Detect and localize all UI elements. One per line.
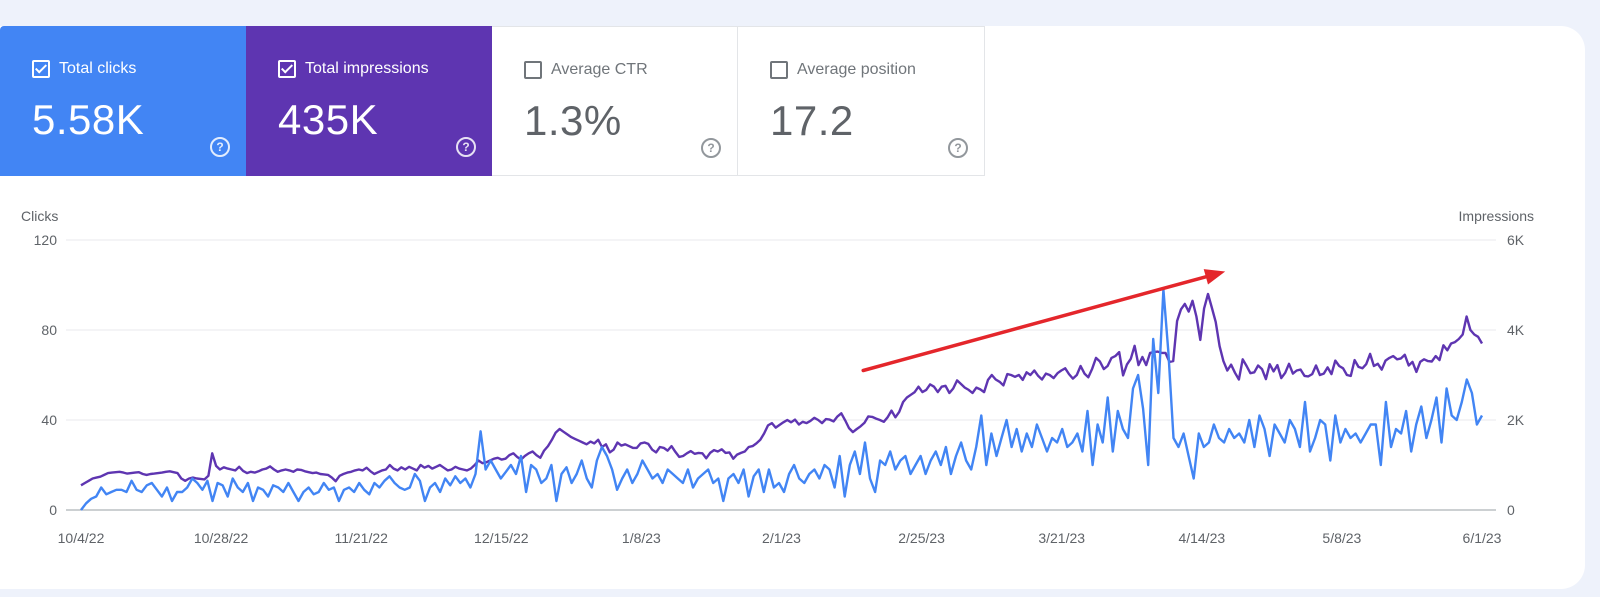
x-tick-label: 11/21/22: [334, 530, 388, 546]
x-tick-label: 2/1/23: [762, 530, 801, 546]
annotation-arrow: [861, 269, 1226, 373]
left-axis-title: Clicks: [21, 208, 58, 224]
help-icon[interactable]: ?: [456, 137, 476, 157]
checkbox-unchecked-icon[interactable]: [524, 61, 542, 79]
metric-label: Total clicks: [59, 60, 137, 77]
x-tick-label: 3/21/23: [1038, 530, 1085, 546]
x-tick-label: 1/8/23: [622, 530, 661, 546]
metric-card-average-position[interactable]: Average position 17.2 ?: [738, 26, 985, 176]
metric-value: 1.3%: [524, 97, 622, 144]
metric-value: 435K: [278, 96, 379, 143]
left-tick-label: 0: [49, 502, 57, 518]
series-line-clicks: [80, 288, 1484, 511]
metric-value: 5.58K: [32, 96, 145, 143]
help-icon[interactable]: ?: [701, 138, 721, 158]
left-tick-label: 120: [34, 232, 58, 248]
x-tick-label: 4/14/23: [1178, 530, 1225, 546]
metric-card-average-ctr[interactable]: Average CTR 1.3% ?: [492, 26, 738, 176]
checkbox-unchecked-icon[interactable]: [770, 61, 788, 79]
left-tick-label: 40: [41, 412, 57, 428]
x-tick-label: 10/28/22: [194, 530, 249, 546]
help-icon[interactable]: ?: [210, 137, 230, 157]
metric-label: Total impressions: [305, 60, 429, 77]
metric-label: Average position: [797, 61, 916, 78]
series-lines: [80, 288, 1484, 511]
series-line-impressions: [80, 292, 1484, 487]
checkbox-checked-icon[interactable]: [32, 60, 50, 78]
metric-label: Average CTR: [551, 61, 648, 78]
right-tick-label: 0: [1507, 502, 1515, 518]
left-tick-label: 80: [41, 322, 57, 338]
help-icon[interactable]: ?: [948, 138, 968, 158]
right-tick-label: 6K: [1507, 232, 1525, 248]
axis-ticks: 0 40 80 120 0 2K 4K 6K 10/4/22 10/28/22 11/21/22 12…: [34, 232, 1525, 546]
right-tick-label: 2K: [1507, 412, 1525, 428]
x-tick-label: 12/15/22: [474, 530, 529, 546]
performance-panel: Total clicks 5.58K ? Total impressions 4…: [0, 26, 1585, 589]
metric-card-total-clicks[interactable]: Total clicks 5.58K ?: [0, 26, 246, 176]
right-tick-label: 4K: [1507, 322, 1525, 338]
metric-card-total-impressions[interactable]: Total impressions 435K ?: [246, 26, 492, 176]
x-tick-label: 6/1/23: [1463, 530, 1502, 546]
x-tick-label: 10/4/22: [58, 530, 105, 546]
arrow-shaft: [861, 275, 1208, 373]
checkbox-checked-icon[interactable]: [278, 60, 296, 78]
metric-value: 17.2: [770, 97, 854, 144]
right-axis-title: Impressions: [1459, 208, 1534, 224]
x-tick-label: 5/8/23: [1322, 530, 1361, 546]
x-tick-label: 2/25/23: [898, 530, 945, 546]
performance-chart: Clicks Impressions 0 40 80 120 0 2K 4K 6K 10/4/2…: [21, 208, 1534, 546]
arrow-head: [1203, 269, 1226, 285]
